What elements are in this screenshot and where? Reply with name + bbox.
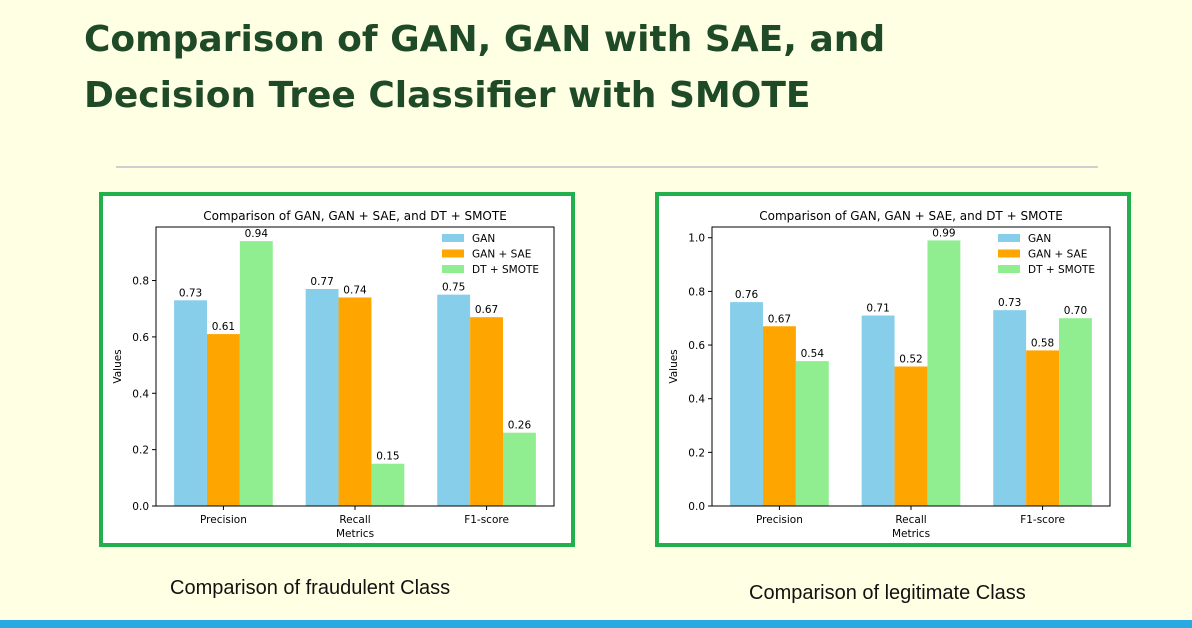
bottom-accent-bar <box>0 620 1192 628</box>
legend-label-2: GAN + SAE <box>1028 249 1087 261</box>
bar-chart-legitimate: Comparison of GAN, GAN + SAE, and DT + S… <box>668 209 1111 540</box>
bar-precision-2 <box>206 334 240 506</box>
bar-f1-score-2 <box>1026 350 1060 506</box>
bar-precision-1 <box>174 300 207 506</box>
legend-swatch-2 <box>998 249 1020 258</box>
bar-value-label: 0.54 <box>801 348 825 360</box>
bar-value-label: 0.52 <box>899 354 922 366</box>
chart-title: Comparison of GAN, GAN + SAE, and DT + S… <box>203 209 507 223</box>
slide-title: Comparison of GAN, GAN with SAE, and Dec… <box>84 12 1084 124</box>
legend-label-3: DT + SMOTE <box>472 264 539 276</box>
legend-label-2: GAN + SAE <box>472 249 531 261</box>
bar-value-label: 0.77 <box>310 276 333 288</box>
y-tick-label: 0.8 <box>688 286 705 298</box>
bar-precision-1 <box>730 302 763 506</box>
y-tick-label: 0.4 <box>688 394 705 406</box>
legend-swatch-3 <box>998 265 1020 273</box>
chart-title: Comparison of GAN, GAN + SAE, and DT + S… <box>759 209 1063 223</box>
legend-swatch-2 <box>442 249 464 258</box>
bar-value-label: 0.61 <box>212 321 235 333</box>
divider-rule <box>116 166 1098 168</box>
y-tick-label: 0.2 <box>132 445 149 457</box>
bar-value-label: 0.15 <box>376 451 399 463</box>
bar-precision-3 <box>239 241 273 506</box>
legend-swatch-1 <box>442 234 464 242</box>
bar-value-label: 0.67 <box>475 304 498 316</box>
y-tick-label: 0.0 <box>132 501 149 513</box>
bar-chart-fraudulent: Comparison of GAN, GAN + SAE, and DT + S… <box>112 209 555 540</box>
slide-title-line2: Decision Tree Classifier with SMOTE <box>84 75 811 116</box>
chart-panel-legitimate: Comparison of GAN, GAN + SAE, and DT + S… <box>655 192 1131 547</box>
slide-title-line1: Comparison of GAN, GAN with SAE, and <box>84 19 886 60</box>
caption-legitimate: Comparison of legitimate Class <box>749 582 1026 604</box>
y-tick-label: 0.6 <box>132 332 149 344</box>
plot-frame <box>155 226 555 507</box>
bar-precision-3 <box>795 361 829 506</box>
bar-recall-1 <box>305 289 339 506</box>
bar-value-label: 0.73 <box>179 287 202 299</box>
legend-label-3: DT + SMOTE <box>1028 264 1095 276</box>
bar-recall-1 <box>861 315 895 506</box>
x-axis-label: Metrics <box>892 528 930 540</box>
bar-value-label: 0.99 <box>932 227 955 239</box>
bar-recall-3 <box>927 240 961 506</box>
bar-value-label: 0.76 <box>735 289 759 301</box>
y-axis-label: Values <box>112 349 124 383</box>
x-tick-label-f1-score: F1-score <box>1020 514 1065 526</box>
y-axis-label: Values <box>668 349 680 383</box>
chart-panel-fraudulent: Comparison of GAN, GAN + SAE, and DT + S… <box>99 192 575 547</box>
legend-label-1: GAN <box>472 233 495 245</box>
plot-frame <box>711 226 1111 507</box>
x-tick-label-precision: Precision <box>756 514 803 526</box>
y-tick-label: 1.0 <box>688 233 705 245</box>
bar-precision-2 <box>762 326 796 506</box>
bar-recall-3 <box>371 463 405 506</box>
bar-f1-score-2 <box>470 317 504 506</box>
bar-value-label: 0.26 <box>508 420 532 432</box>
x-tick-label-f1-score: F1-score <box>464 514 509 526</box>
y-tick-label: 0.0 <box>688 501 705 513</box>
bar-value-label: 0.58 <box>1031 337 1054 349</box>
x-axis-label: Metrics <box>336 528 374 540</box>
bar-f1-score-1 <box>993 310 1027 506</box>
bar-value-label: 0.67 <box>768 313 791 325</box>
x-tick-label-recall: Recall <box>339 514 370 526</box>
bar-value-label: 0.70 <box>1064 305 1087 317</box>
y-tick-label: 0.4 <box>132 388 149 400</box>
bar-value-label: 0.75 <box>442 282 465 294</box>
bar-value-label: 0.94 <box>245 228 269 240</box>
bar-recall-2 <box>338 297 372 506</box>
bar-f1-score-3 <box>503 432 536 506</box>
legend-label-1: GAN <box>1028 233 1051 245</box>
legend-swatch-3 <box>442 265 464 273</box>
x-tick-label-precision: Precision <box>200 514 247 526</box>
bar-value-label: 0.74 <box>343 284 367 296</box>
bar-value-label: 0.71 <box>866 303 889 315</box>
bar-f1-score-1 <box>437 294 471 506</box>
y-tick-label: 0.2 <box>688 447 705 459</box>
y-tick-label: 0.6 <box>688 340 705 352</box>
y-tick-label: 0.8 <box>132 276 149 288</box>
legend-swatch-1 <box>998 234 1020 242</box>
bar-f1-score-3 <box>1059 318 1092 506</box>
caption-fraudulent: Comparison of fraudulent Class <box>170 577 451 599</box>
x-tick-label-recall: Recall <box>895 514 926 526</box>
bar-value-label: 0.73 <box>998 297 1021 309</box>
bar-recall-2 <box>894 366 928 506</box>
